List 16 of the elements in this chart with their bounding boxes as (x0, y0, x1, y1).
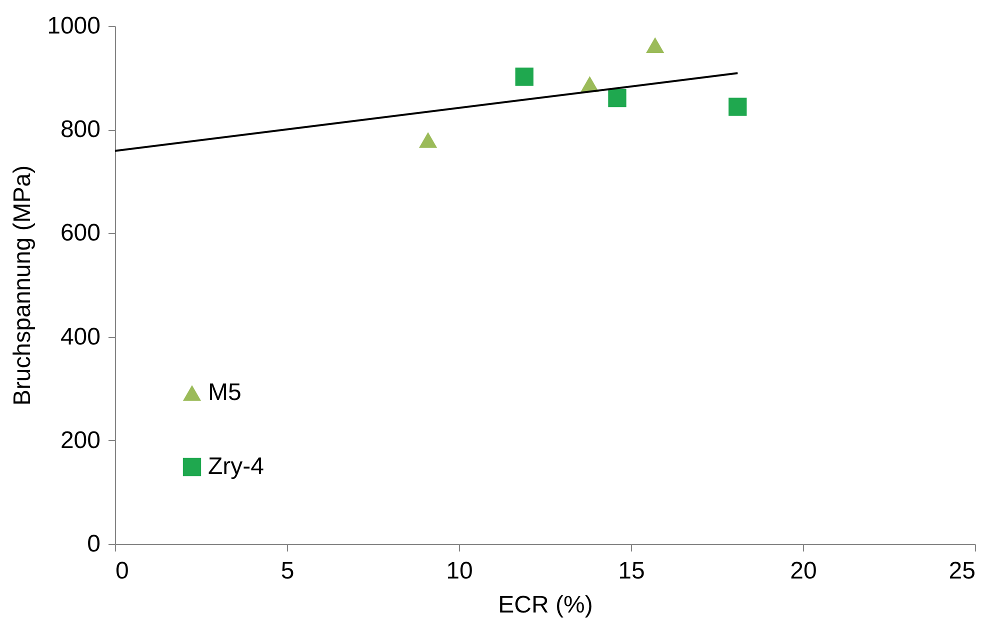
y-tick-label: 0 (87, 530, 100, 558)
legend-label: Zry-4 (208, 453, 264, 480)
legend-label: M5 (208, 379, 242, 406)
x-tick-label: 0 (116, 558, 129, 584)
x-axis-title: ECR (%) (498, 592, 593, 618)
x-tick-label: 15 (618, 558, 645, 584)
y-tick-label: 200 (60, 426, 100, 454)
y-tick-label: 600 (60, 220, 100, 247)
y-tick-label: 800 (60, 116, 100, 144)
x-tick-label: 5 (280, 558, 294, 584)
y-axis-title: Bruchspannung (MPa) (9, 165, 36, 406)
x-tick-label: 25 (948, 558, 976, 584)
y-tick-label: 1000 (47, 12, 100, 40)
y-tick-label: 400 (60, 323, 100, 350)
x-tick-label: 10 (446, 558, 473, 584)
x-tick-label: 20 (790, 558, 817, 584)
